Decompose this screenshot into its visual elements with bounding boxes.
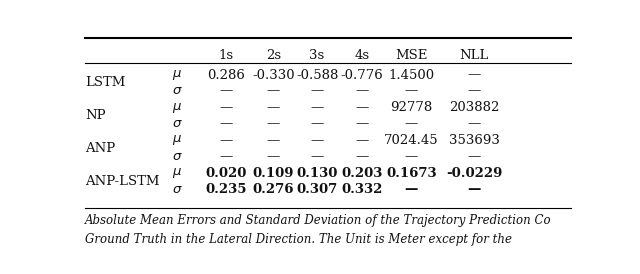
Text: —: — <box>355 150 369 163</box>
Text: —: — <box>468 182 481 196</box>
Text: 1.4500: 1.4500 <box>388 68 435 82</box>
Text: —: — <box>310 84 324 97</box>
Text: 0.020: 0.020 <box>205 167 247 180</box>
Text: —: — <box>355 101 369 114</box>
Text: —: — <box>220 101 233 114</box>
Text: $\sigma$: $\sigma$ <box>172 150 182 163</box>
Text: $\sigma$: $\sigma$ <box>172 84 182 97</box>
Text: $\mu$: $\mu$ <box>172 68 182 82</box>
Text: —: — <box>404 150 418 163</box>
Text: 2s: 2s <box>266 49 281 62</box>
Text: 0.1673: 0.1673 <box>386 167 436 180</box>
Text: —: — <box>355 117 369 130</box>
Text: 353693: 353693 <box>449 134 500 147</box>
Text: —: — <box>468 150 481 163</box>
Text: 203882: 203882 <box>449 101 499 114</box>
Text: —: — <box>404 117 418 130</box>
Text: —: — <box>220 117 233 130</box>
Text: $\sigma$: $\sigma$ <box>172 182 182 196</box>
Text: 0.235: 0.235 <box>205 182 247 196</box>
Text: 0.276: 0.276 <box>253 182 294 196</box>
Text: —: — <box>355 84 369 97</box>
Text: —: — <box>267 117 280 130</box>
Text: NP: NP <box>85 109 106 122</box>
Text: $\mu$: $\mu$ <box>172 166 182 180</box>
Text: Ground Truth in the Lateral Direction. The Unit is Meter except for the: Ground Truth in the Lateral Direction. T… <box>85 233 512 246</box>
Text: -0.776: -0.776 <box>340 68 383 82</box>
Text: 4s: 4s <box>354 49 369 62</box>
Text: —: — <box>220 150 233 163</box>
Text: —: — <box>468 117 481 130</box>
Text: $\mu$: $\mu$ <box>172 133 182 147</box>
Text: —: — <box>355 134 369 147</box>
Text: -0.588: -0.588 <box>296 68 339 82</box>
Text: Absolute Mean Errors and Standard Deviation of the Trajectory Prediction Co: Absolute Mean Errors and Standard Deviat… <box>85 214 552 227</box>
Text: —: — <box>310 117 324 130</box>
Text: —: — <box>267 134 280 147</box>
Text: -0.330: -0.330 <box>252 68 295 82</box>
Text: -0.0229: -0.0229 <box>446 167 502 180</box>
Text: —: — <box>267 150 280 163</box>
Text: 3s: 3s <box>310 49 324 62</box>
Text: —: — <box>220 134 233 147</box>
Text: —: — <box>310 101 324 114</box>
Text: 0.203: 0.203 <box>341 167 383 180</box>
Text: 0.332: 0.332 <box>341 182 383 196</box>
Text: —: — <box>267 101 280 114</box>
Text: MSE: MSE <box>395 49 428 62</box>
Text: 7024.45: 7024.45 <box>384 134 438 147</box>
Text: —: — <box>468 84 481 97</box>
Text: NLL: NLL <box>460 49 489 62</box>
Text: 0.109: 0.109 <box>253 167 294 180</box>
Text: —: — <box>310 150 324 163</box>
Text: —: — <box>404 182 418 196</box>
Text: —: — <box>468 68 481 82</box>
Text: $\mu$: $\mu$ <box>172 101 182 115</box>
Text: 0.307: 0.307 <box>296 182 338 196</box>
Text: —: — <box>220 84 233 97</box>
Text: 1s: 1s <box>219 49 234 62</box>
Text: ANP-LSTM: ANP-LSTM <box>85 175 159 188</box>
Text: —: — <box>310 134 324 147</box>
Text: 0.286: 0.286 <box>207 68 245 82</box>
Text: $\sigma$: $\sigma$ <box>172 117 182 130</box>
Text: —: — <box>267 84 280 97</box>
Text: 92778: 92778 <box>390 101 433 114</box>
Text: ANP: ANP <box>85 142 115 155</box>
Text: LSTM: LSTM <box>85 76 125 90</box>
Text: —: — <box>404 84 418 97</box>
Text: 0.130: 0.130 <box>296 167 338 180</box>
